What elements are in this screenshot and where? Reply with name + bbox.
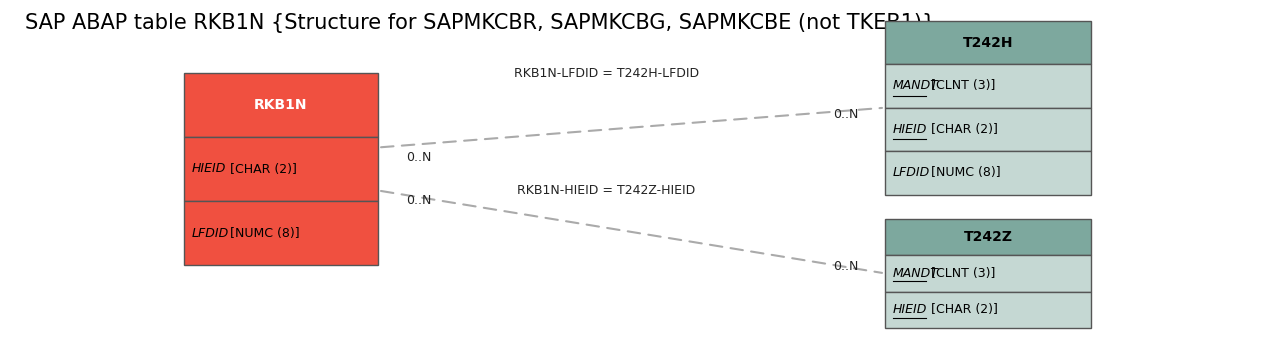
Text: 0..N: 0..N	[406, 194, 432, 207]
Text: HIEID: HIEID	[892, 123, 927, 136]
Text: [CHAR (2)]: [CHAR (2)]	[927, 123, 998, 136]
Bar	[886, 108, 1091, 151]
Text: RKB1N-LFDID = T242H-LFDID: RKB1N-LFDID = T242H-LFDID	[514, 67, 699, 79]
Text: T242H: T242H	[964, 35, 1013, 49]
Text: RKB1N-HIEID = T242Z-HIEID: RKB1N-HIEID = T242Z-HIEID	[517, 184, 695, 197]
Text: [NUMC (8)]: [NUMC (8)]	[227, 226, 299, 240]
Text: T242Z: T242Z	[964, 230, 1013, 244]
Bar	[185, 137, 378, 201]
Bar	[886, 255, 1091, 292]
Text: LFDID: LFDID	[192, 226, 229, 240]
Text: RKB1N: RKB1N	[255, 98, 308, 112]
Bar	[886, 21, 1091, 64]
Text: HIEID: HIEID	[892, 303, 927, 316]
Bar	[886, 151, 1091, 195]
Text: 0..N: 0..N	[406, 151, 432, 164]
Text: [CHAR (2)]: [CHAR (2)]	[927, 303, 998, 316]
Bar	[185, 201, 378, 265]
Text: HIEID: HIEID	[192, 163, 227, 175]
Text: 0..N: 0..N	[834, 260, 858, 273]
Text: LFDID: LFDID	[892, 166, 931, 179]
Text: [CLNT (3)]: [CLNT (3)]	[927, 79, 995, 93]
Text: [CLNT (3)]: [CLNT (3)]	[927, 267, 995, 280]
Text: 0..N: 0..N	[834, 108, 858, 121]
Text: SAP ABAP table RKB1N {Structure for SAPMKCBR, SAPMKCBG, SAPMKCBE (not TKEB1)}: SAP ABAP table RKB1N {Structure for SAPM…	[25, 13, 936, 33]
Bar	[886, 64, 1091, 108]
Bar	[886, 219, 1091, 255]
Bar	[886, 292, 1091, 328]
Text: [NUMC (8)]: [NUMC (8)]	[927, 166, 1001, 179]
Text: [CHAR (2)]: [CHAR (2)]	[227, 163, 297, 175]
Text: MANDT: MANDT	[892, 267, 938, 280]
Bar	[185, 73, 378, 137]
Text: MANDT: MANDT	[892, 79, 938, 93]
